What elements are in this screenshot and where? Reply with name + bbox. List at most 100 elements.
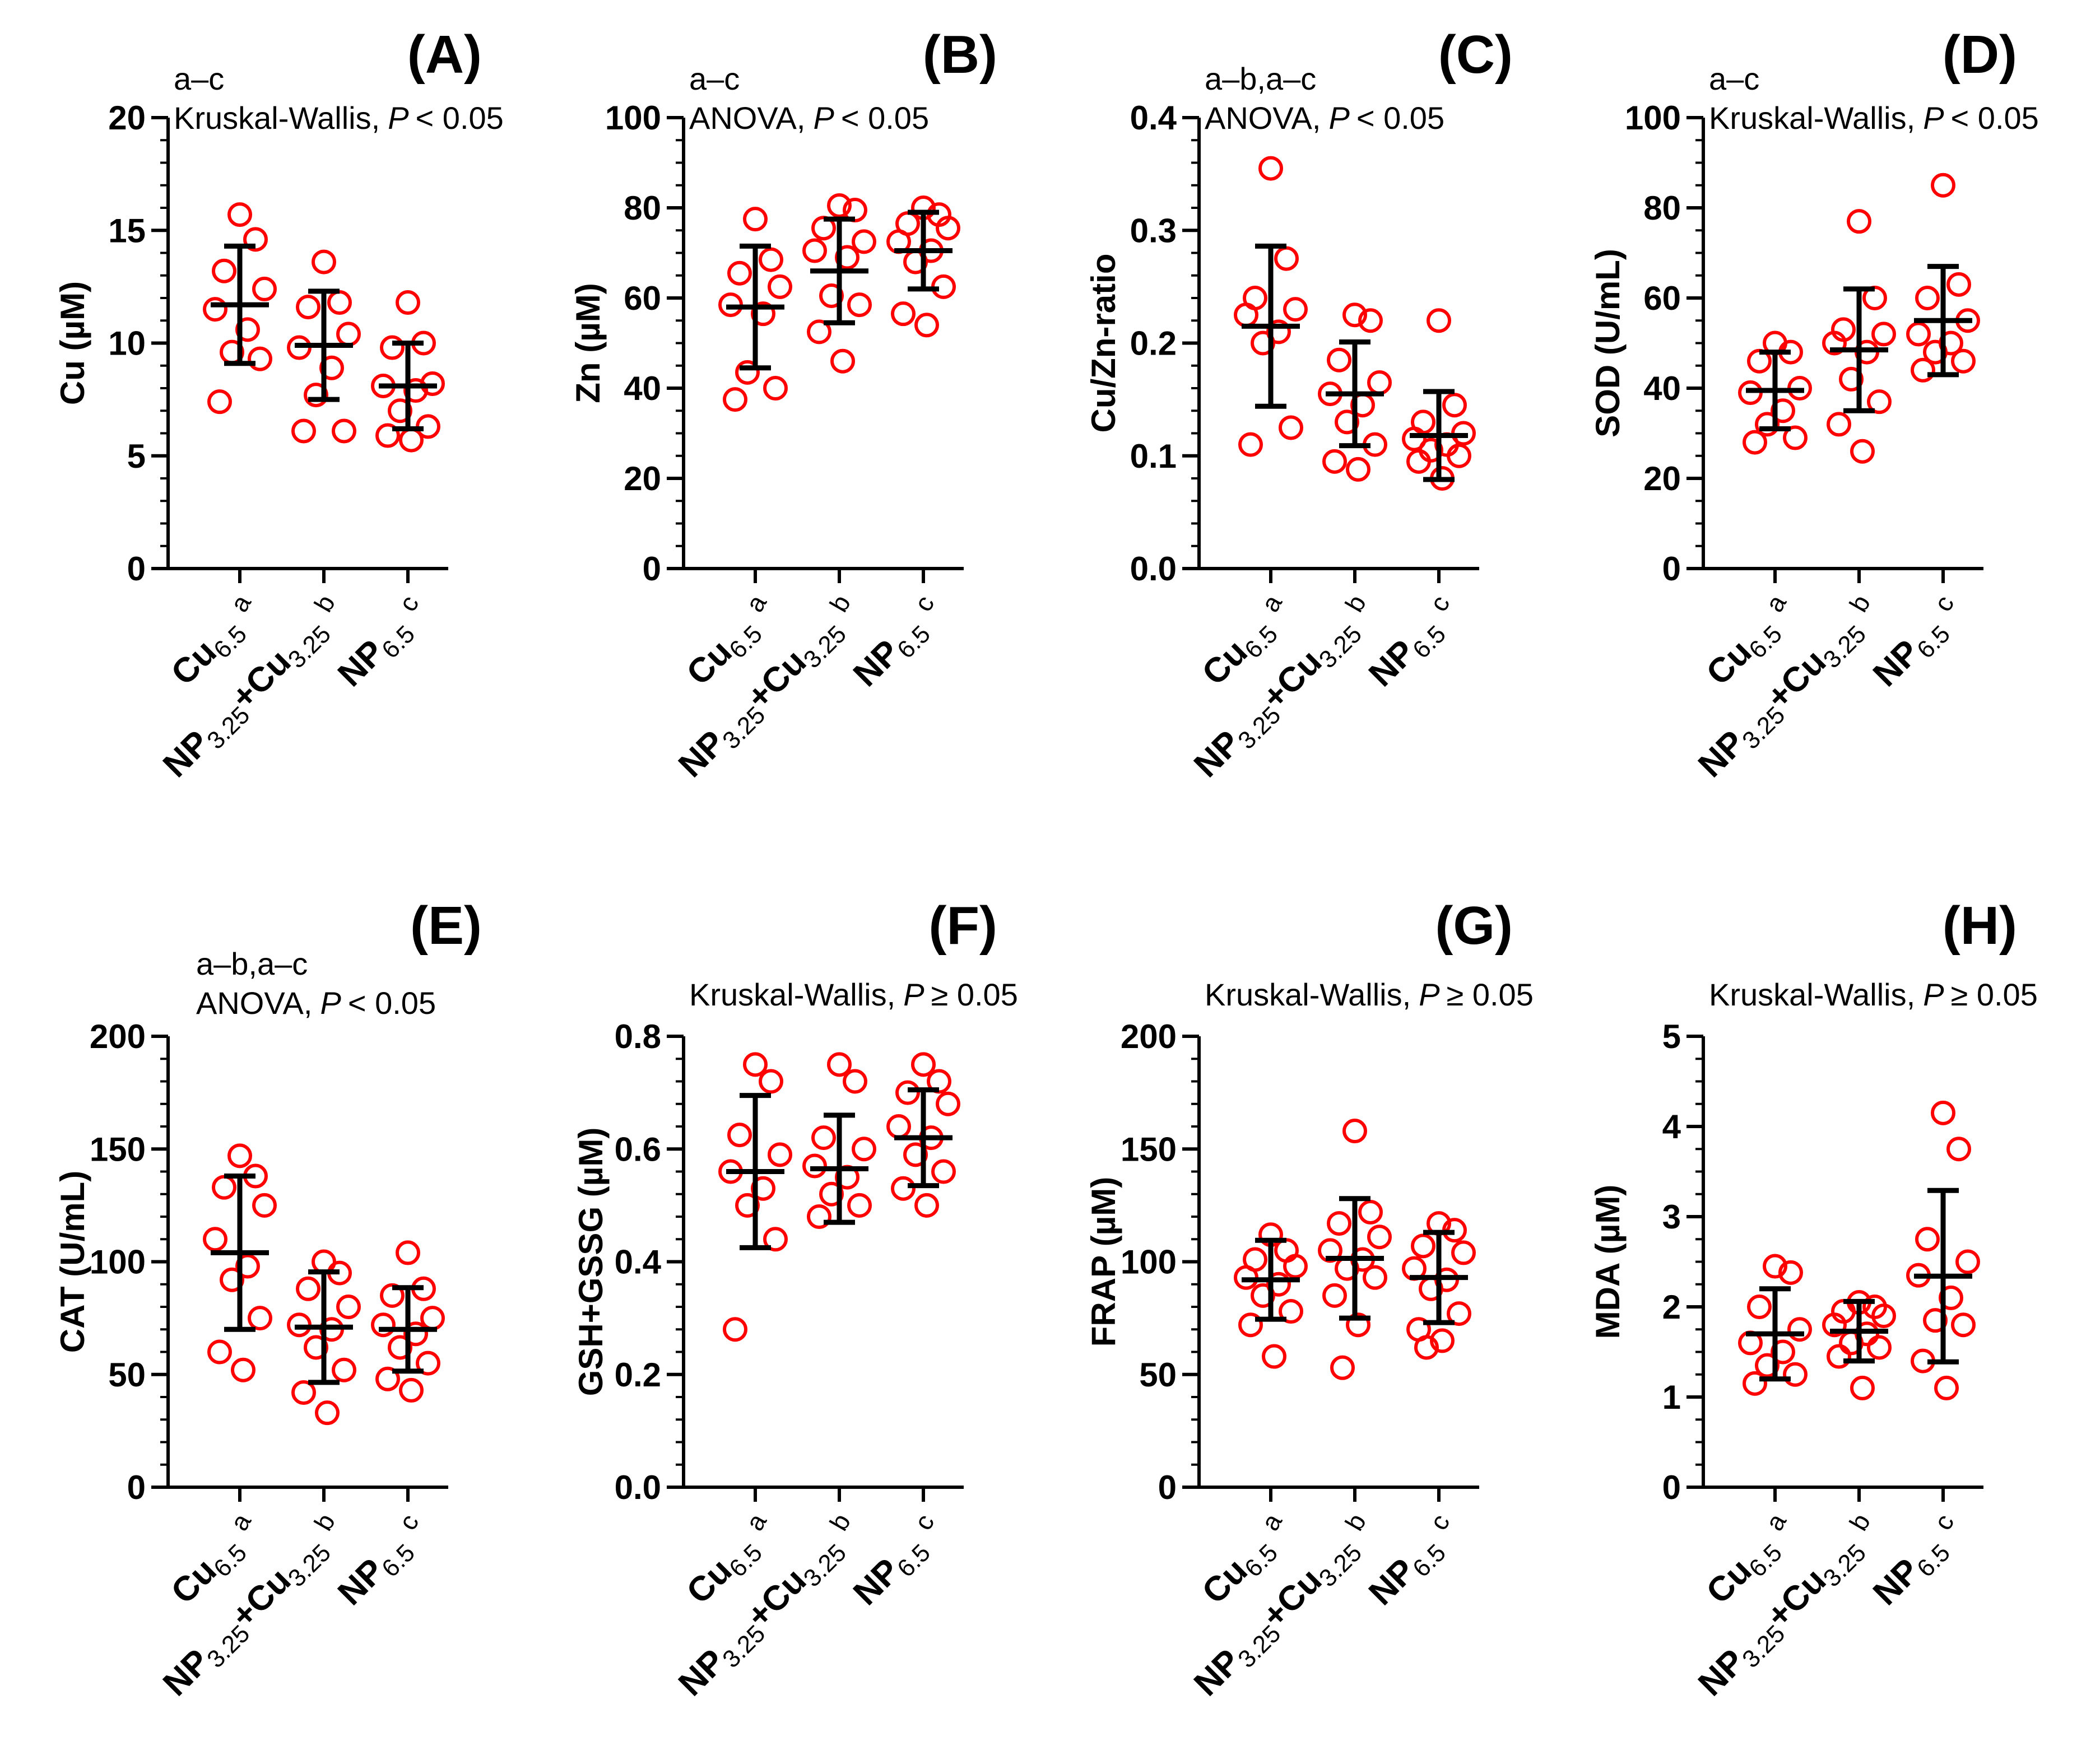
data-point [248, 1306, 272, 1331]
data-point [1747, 1295, 1772, 1319]
data-point [1871, 1303, 1896, 1329]
y-tick-label: 20 [1643, 460, 1681, 497]
data-point [403, 1321, 428, 1347]
data-point [835, 245, 859, 270]
data-point [420, 1306, 445, 1331]
data-point [727, 260, 752, 286]
group-significance-letter: b [824, 590, 856, 617]
data-point [380, 1283, 405, 1308]
data-point [388, 398, 412, 423]
data-point [727, 1123, 752, 1148]
data-point [891, 1176, 916, 1201]
y-tick-label: 5 [1662, 1018, 1681, 1055]
data-point [891, 301, 916, 327]
data-point [1447, 1301, 1471, 1326]
data-point [1279, 415, 1303, 440]
data-point [319, 355, 344, 380]
data-point [1955, 1249, 1980, 1274]
stat-test: Kruskal-Wallis, P < 0.05 [174, 100, 504, 136]
y-tick-label: 200 [1121, 1018, 1177, 1055]
group-significance-letter: b [1339, 590, 1372, 617]
stat-test: ANOVA, P < 0.05 [196, 985, 436, 1021]
y-tick-label: 4 [1662, 1108, 1681, 1146]
group-significance-letter: c [908, 1509, 940, 1535]
stat-test-name: Kruskal-Wallis, [1205, 977, 1411, 1012]
y-tick-label: 0.4 [1130, 99, 1177, 137]
panel-letter: (G) [1435, 896, 1513, 956]
data-point [1322, 1283, 1347, 1308]
data-point [1783, 1362, 1808, 1387]
y-tick-label: 80 [624, 189, 661, 227]
group-significance-letter: b [308, 1508, 341, 1535]
chart-panel-e: (E) a–b,a–c ANOVA, P < 0.05 0 50 100 150 200 CAT (… [54, 896, 482, 1703]
significance-pairs: a–c [1709, 61, 1759, 96]
y-axis-title: SOD (U/mL) [1589, 249, 1627, 437]
data-point [914, 1193, 939, 1218]
stat-p-relation: < 0.05 [416, 100, 504, 136]
data-point [759, 247, 783, 272]
chart-panel-h: (H) Kruskal-Wallis, P ≥ 0.05 0 1 2 3 4 5 MDA (µM) a… [1589, 896, 2038, 1703]
data-point [1442, 393, 1467, 418]
data-point [852, 1137, 876, 1162]
y-axis-title: FRAP (µM) [1085, 1177, 1122, 1347]
data-point [1850, 439, 1875, 464]
group-label: NP6.5 [846, 1527, 936, 1617]
data-point [852, 229, 876, 254]
stat-test: ANOVA, P < 0.05 [689, 100, 929, 136]
panel-letter: (H) [1943, 896, 2017, 956]
data-point [1951, 348, 1976, 374]
panel-letter: (C) [1438, 25, 1513, 85]
y-tick-label: 5 [127, 437, 146, 475]
y-tick-label: 0.2 [1130, 325, 1177, 362]
stat-p-symbol: P [1328, 100, 1349, 136]
stat-test-name: ANOVA, [1205, 100, 1321, 136]
y-tick-label: 0.2 [615, 1356, 661, 1394]
group-significance-letter: a [224, 590, 257, 617]
data-point [252, 276, 277, 301]
y-tick-label: 100 [605, 99, 661, 137]
y-tick-label: 40 [1643, 370, 1681, 407]
stat-p-relation: ≥ 0.05 [1447, 977, 1534, 1012]
y-tick-label: 20 [624, 460, 661, 497]
data-point [1363, 1265, 1387, 1290]
stat-p-symbol: P [903, 977, 924, 1012]
stat-p-relation: < 0.05 [1951, 100, 2039, 136]
data-point [1274, 246, 1299, 271]
data-point [1934, 1375, 1959, 1400]
data-point [931, 1159, 956, 1184]
data-point [1915, 1227, 1940, 1252]
stat-test: Kruskal-Wallis, P ≥ 0.05 [689, 977, 1018, 1012]
significance-pairs: a–b,a–c [1205, 61, 1316, 96]
data-point [1743, 430, 1767, 455]
y-tick-label: 50 [108, 1356, 146, 1394]
data-point [235, 317, 260, 342]
y-axis-title: GSH+GSSG (µM) [572, 1128, 610, 1396]
data-point [1931, 173, 1955, 198]
data-point [743, 207, 768, 232]
y-tick-label: 50 [1139, 1356, 1177, 1394]
data-point [763, 1227, 788, 1252]
data-point [1346, 457, 1370, 482]
data-point [1327, 347, 1351, 373]
data-point [1322, 449, 1347, 474]
group-significance-letter: a [1759, 1508, 1792, 1536]
y-tick-label: 40 [624, 370, 661, 407]
chart-panel-c: (C) a–b,a–c ANOVA, P < 0.05 0.0 0.1 0.2 0.3 0.4 Cu… [1085, 25, 1513, 785]
data-point [735, 360, 760, 385]
group-significance-letter: c [1424, 1509, 1456, 1535]
data-point [1451, 1240, 1476, 1265]
data-point [1911, 357, 1935, 383]
y-tick-label: 80 [1643, 189, 1681, 227]
data-point [1847, 209, 1871, 234]
data-point [1238, 1312, 1263, 1338]
data-point [1778, 1260, 1803, 1285]
data-point [743, 1052, 768, 1077]
stat-p-symbol: P [813, 100, 834, 136]
data-point [220, 1267, 244, 1292]
y-tick-label: 1 [1662, 1379, 1681, 1416]
data-point [763, 376, 788, 401]
data-point [212, 258, 236, 283]
significance-pairs: a–c [174, 61, 224, 96]
data-point [802, 1153, 827, 1179]
